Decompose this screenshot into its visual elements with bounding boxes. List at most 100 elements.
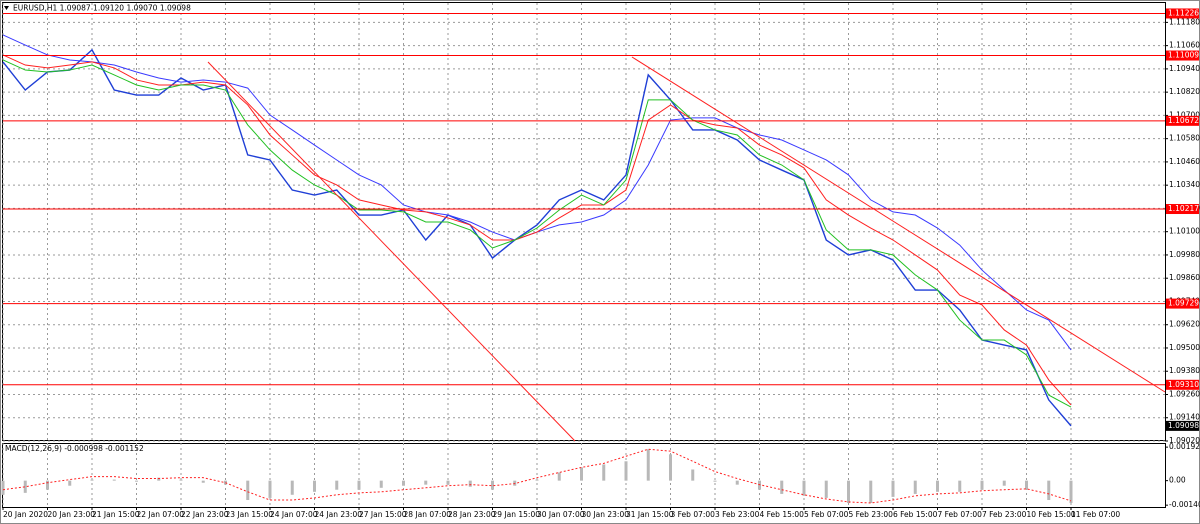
y-tick-label: 1.10100: [1169, 227, 1200, 236]
macd-bar: [646, 449, 650, 481]
macd-bar: [446, 480, 450, 485]
y-tick-label: 1.09140: [1169, 413, 1200, 422]
x-tick-label: 20 Jan 23:00: [48, 510, 96, 519]
y-tick-label: 1.09620: [1169, 320, 1200, 329]
macd-bar: [402, 480, 405, 486]
x-tick-label: 30 Jan 23:00: [582, 510, 630, 519]
macd-bar: [468, 480, 472, 487]
y-tick-label: 1.09980: [1169, 250, 1200, 259]
macd-bar: [179, 479, 183, 481]
x-tick-label: 7 Feb 23:00: [982, 510, 1027, 519]
level-box: [1166, 379, 1199, 390]
y-tick-label: 1.10340: [1169, 180, 1200, 189]
y-tick-label: 1.10820: [1169, 87, 1200, 96]
macd-bar: [268, 480, 272, 498]
x-tick-label: 28 Jan 23:00: [448, 510, 496, 519]
macd-bar: [491, 480, 494, 490]
macd-bar: [135, 480, 138, 482]
axes: 1.11180 1.11060 1.10940 1.10820 1.10700 1.105…: [2, 8, 1200, 519]
x-tick-label: 28 Jan 07:00: [404, 510, 452, 519]
level-label: 1.11226: [1168, 8, 1199, 17]
macd-bar: [802, 480, 806, 496]
macd-bar: [735, 480, 739, 485]
chart-title: EURUSD,H1 1.09087 1.09120 1.09070 1.0909…: [13, 4, 191, 13]
x-tick-label: 27 Jan 15:00: [359, 510, 407, 519]
x-tick-label: 4 Feb 15:00: [760, 510, 805, 519]
level-label: 1.09310: [1168, 380, 1199, 389]
x-tick-label: 10 Feb 15:00: [1027, 510, 1076, 519]
macd-label: MACD(12,26,9) -0.000998 -0.001152: [5, 444, 144, 453]
x-tick-label: 29 Jan 15:00: [493, 510, 541, 519]
macd-bar: [824, 480, 828, 498]
level-label: 1.10672: [1168, 116, 1199, 125]
level-label: 1.11009: [1168, 51, 1199, 60]
macd-y-tick-label: 0.001921: [1169, 442, 1200, 451]
x-tick-label: 3 Feb 23:00: [715, 510, 760, 519]
level-box: [1166, 50, 1199, 61]
macd-y-tick-label: 0.00: [1169, 476, 1186, 485]
y-tick-label: 1.11060: [1169, 41, 1200, 50]
macd-bar: [913, 480, 917, 494]
x-tick-label: 24 Jan 07:00: [270, 510, 318, 519]
y-tick-label: 1.09380: [1169, 366, 1200, 375]
macd-bar: [46, 480, 49, 490]
macd-bar: [424, 480, 428, 485]
price-line: [2, 48, 1072, 427]
macd-bar: [246, 480, 250, 501]
macd-bar: [68, 480, 72, 486]
macd-bar: [669, 454, 672, 481]
macd-bar: [357, 480, 361, 490]
macd-bar: [869, 480, 873, 503]
marks: [1, 12, 1165, 504]
macd-bar: [90, 479, 94, 481]
x-tick-label: 6 Feb 15:00: [893, 510, 938, 519]
x-tick-label: 20 Jan 2020: [3, 510, 48, 519]
macd-bar: [602, 464, 606, 481]
y-tick-label: 1.11180: [1169, 17, 1200, 26]
macd-bar: [112, 479, 116, 481]
x-tick-label: 24 Jan 23:00: [315, 510, 363, 519]
macd-bar: [290, 480, 294, 495]
x-tick-label: 31 Jan 15:00: [626, 510, 674, 519]
macd-y-tick-label: -0.001405: [1169, 500, 1200, 509]
moving-average: [2, 59, 1072, 408]
y-tick-label: 1.09260: [1169, 389, 1200, 398]
x-tick-label: 30 Jan 07:00: [537, 510, 585, 519]
level-box: [1166, 8, 1199, 19]
level-label: 1.09729: [1168, 299, 1199, 308]
last-price-box: [1166, 420, 1199, 431]
macd-bar: [157, 477, 161, 481]
last-price-label: 1.09098: [1168, 421, 1199, 430]
macd-bar: [23, 480, 27, 493]
macd-bar: [691, 469, 695, 481]
macd-bar: [535, 479, 539, 481]
grid: [2, 3, 1165, 507]
level-box: [1166, 115, 1199, 126]
macd-bar: [557, 472, 561, 481]
x-tick-label: 7 Feb 07:00: [938, 510, 983, 519]
macd-bar: [980, 480, 984, 490]
x-tick-label: 5 Feb 07:00: [804, 510, 849, 519]
macd-signal: [2, 448, 1072, 504]
macd-panel: [2, 443, 1166, 508]
trend-line: [207, 61, 576, 442]
macd-bar: [1025, 480, 1028, 490]
x-tick-label: 22 Jan 07:00: [137, 510, 185, 519]
macd-bar: [201, 480, 205, 483]
macd-bar: [1, 480, 5, 495]
y-tick-label: 1.10580: [1169, 134, 1200, 143]
macd-bar: [1002, 480, 1006, 486]
y-tick-label: 1.09500: [1169, 343, 1200, 352]
level-box: [1166, 298, 1199, 309]
macd-bar: [335, 480, 339, 490]
x-tick-label: 11 Feb 07:00: [1071, 510, 1120, 519]
macd-bar: [379, 480, 383, 488]
y-tick-label: 1.10460: [1169, 157, 1200, 166]
macd-bar: [936, 480, 939, 492]
macd-bar: [580, 467, 583, 481]
level-box: [1166, 204, 1199, 215]
menu-arrow[interactable]: [4, 6, 9, 10]
macd-bar: [758, 480, 761, 490]
level-label: 1.10217: [1168, 204, 1199, 213]
